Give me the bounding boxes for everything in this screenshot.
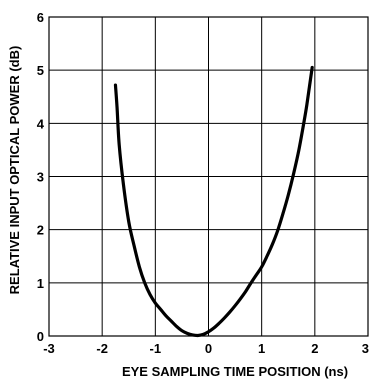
y-axis-title: RELATIVE INPUT OPTICAL POWER (dB) <box>7 46 22 295</box>
y-tick-label: 0 <box>37 329 44 344</box>
x-tick-label: -3 <box>43 341 55 356</box>
series-line <box>113 65 314 338</box>
y-tick-label: 3 <box>37 170 44 185</box>
y-tick-label: 1 <box>37 276 44 291</box>
y-tick-labels: 0 1 2 3 4 5 6 <box>37 10 45 344</box>
grid <box>48 16 369 337</box>
y-tick-label: 6 <box>37 10 44 25</box>
x-tick-label: 1 <box>258 341 265 356</box>
x-tick-label: 2 <box>311 341 318 356</box>
x-tick-label: 3 <box>362 341 369 356</box>
plot-frame <box>48 16 369 337</box>
x-tick-labels: -3 -2 -1 0 1 2 3 <box>43 341 369 356</box>
y-tick-label: 5 <box>37 63 44 78</box>
y-tick-label: 2 <box>37 223 44 238</box>
y-tick-label: 4 <box>37 116 45 131</box>
x-axis-title: EYE SAMPLING TIME POSITION (ns) <box>122 364 348 379</box>
x-tick-label: 0 <box>205 341 212 356</box>
x-tick-label: -2 <box>96 341 108 356</box>
x-tick-label: -1 <box>150 341 162 356</box>
